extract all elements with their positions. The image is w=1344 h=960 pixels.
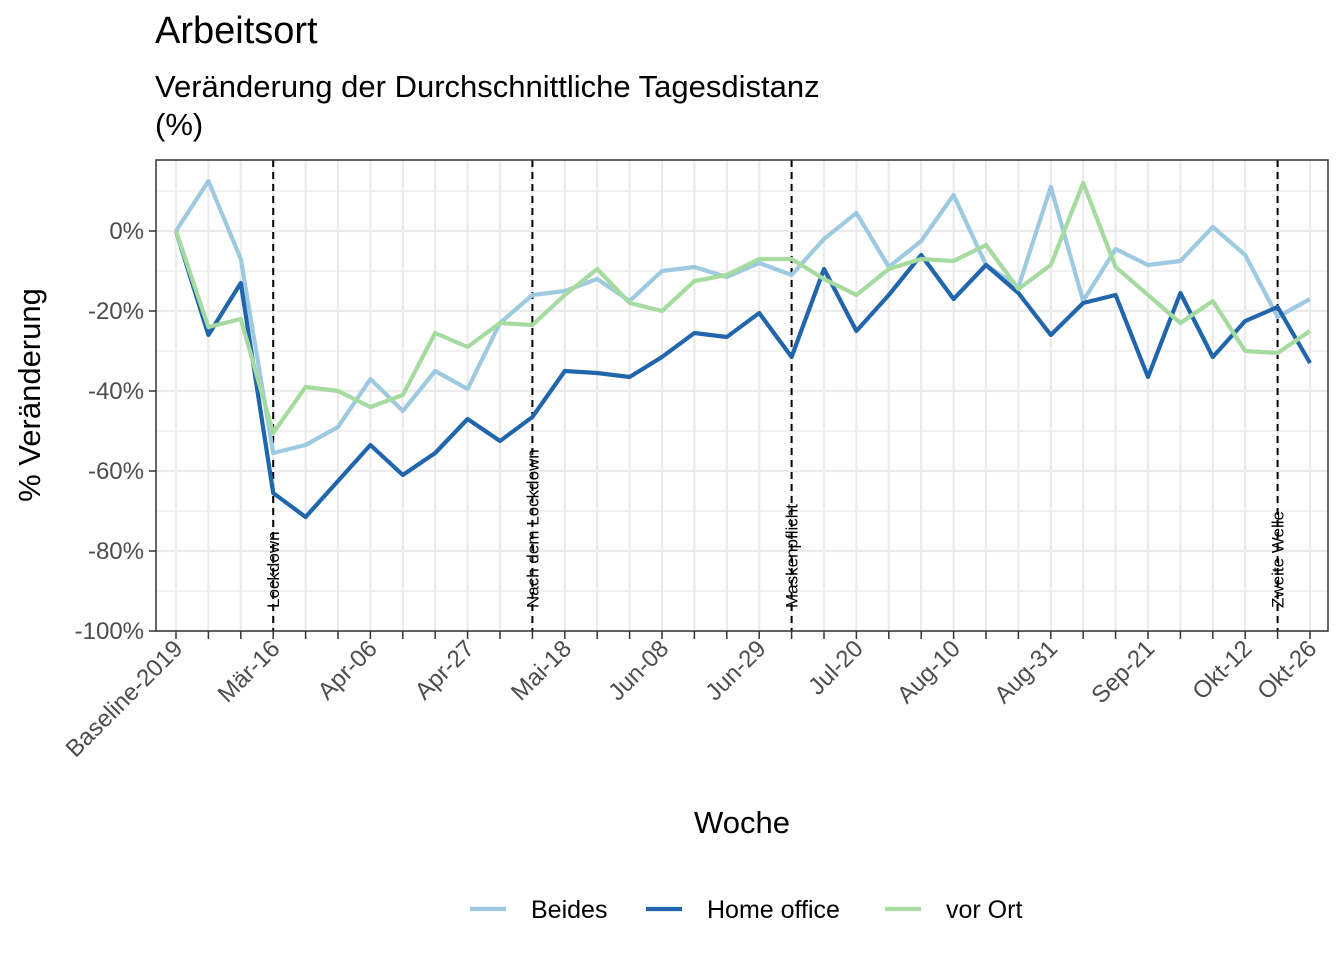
y-tick-label: 0% — [109, 218, 144, 245]
y-tick-label: -80% — [88, 538, 144, 565]
event-label: Maskenpflicht — [783, 504, 802, 608]
series-line — [174, 180, 1312, 436]
series-lines — [173, 178, 1312, 520]
legend-label: Beides — [531, 896, 607, 924]
chart-title: Arbeitsort — [155, 10, 318, 52]
x-tick-label: Mai-18 — [506, 635, 577, 706]
x-tick-label: Sep-21 — [1086, 635, 1160, 709]
x-tick-label: Baseline-2019 — [61, 635, 189, 763]
series-line — [174, 178, 1312, 456]
x-tick-label: Jul-20 — [803, 635, 868, 700]
x-tick-label: Aug-31 — [989, 635, 1063, 709]
event-label: Nach dem Lockdown — [523, 449, 542, 608]
y-axis-title: % Veränderung — [12, 288, 47, 502]
legend-label: Home office — [707, 896, 840, 924]
x-tick-label: Jun-29 — [700, 635, 771, 706]
plot-panel-border — [155, 159, 1329, 632]
legend: Beides Home office vor Ort — [470, 896, 1022, 924]
legend-label: vor Ort — [946, 896, 1022, 924]
y-tick-label: -20% — [88, 298, 144, 325]
x-tick-label: Mär-16 — [213, 635, 286, 708]
y-tick-label: -100% — [75, 618, 144, 645]
x-tick-label: Aug-10 — [892, 635, 966, 709]
y-tick-label: -60% — [88, 458, 144, 485]
x-tick-label: Apr-06 — [313, 635, 383, 705]
x-tick-label: Okt-12 — [1187, 635, 1257, 705]
series-line — [173, 230, 1312, 520]
grid — [156, 160, 1328, 633]
event-label: Zweite Welle — [1269, 511, 1288, 608]
x-tick-label: Okt-26 — [1252, 635, 1322, 705]
event-label: Lockdown — [264, 531, 283, 608]
event-markers: Lockdown Nach dem Lockdown Maskenpflicht Zw… — [264, 160, 1288, 631]
axes: -100% -80% -60% -40% -20% 0% Baseline-2019 Mär-… — [61, 218, 1323, 763]
chart-subtitle: Veränderung der Durchschnittliche Tagesd… — [155, 69, 820, 142]
y-tick-label: -40% — [88, 378, 144, 405]
x-axis-title: Woche — [694, 805, 790, 840]
x-tick-label: Jun-08 — [603, 635, 674, 706]
x-tick-label: Apr-27 — [410, 635, 480, 705]
